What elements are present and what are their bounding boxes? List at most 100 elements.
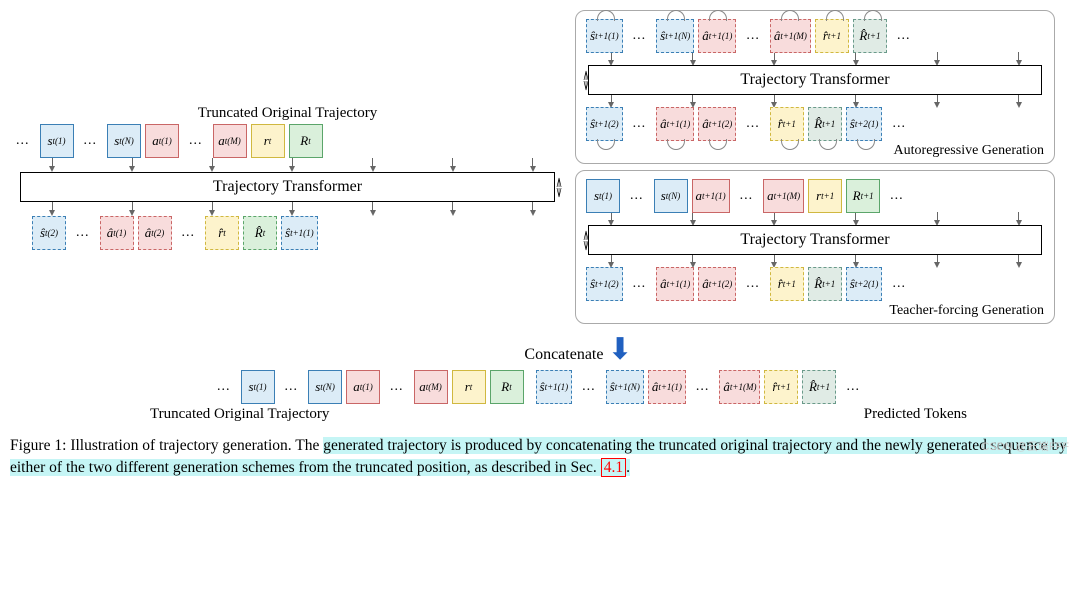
t: Rt+1 (846, 179, 880, 213)
watermark: CSDN @云端FFF (981, 438, 1069, 454)
ellipsis: ... (740, 276, 766, 292)
arrow-down-icon (289, 202, 295, 216)
t: R̂t+1 (802, 370, 836, 404)
ellipsis: ... (884, 188, 910, 204)
ellipsis: ... (886, 276, 912, 292)
arrow-down-icon (1016, 94, 1022, 108)
arrow-down-icon (853, 52, 859, 66)
arrow-down-icon (853, 254, 859, 268)
state-token: st(N) (107, 124, 141, 158)
transformer-bar: ⩚⩛ Trajectory Transformer (588, 65, 1042, 95)
ellipsis: ... (279, 379, 305, 395)
panel-label: Teacher-forcing Generation (586, 303, 1044, 319)
return-token: Rt (289, 124, 323, 158)
arrow-down-icon (530, 202, 536, 216)
ellipsis: ... (576, 379, 602, 395)
t: r̂t+1 (770, 107, 804, 141)
t: at+1(M) (763, 179, 804, 213)
arrow-down-icon (934, 212, 940, 226)
figure-caption: Figure 1: Illustration of trajectory gen… (10, 435, 1067, 480)
ellipsis: ... (384, 379, 410, 395)
predicted-label: Predicted Tokens (864, 406, 967, 423)
t: R̂t+1 (808, 107, 842, 141)
action-token-pred: ât(2) (138, 216, 172, 250)
t: Rt (490, 370, 524, 404)
loop-arrow-icon (781, 10, 799, 21)
arrow-down-icon (771, 94, 777, 108)
ellipsis: ... (690, 379, 716, 395)
arrow-down-icon (450, 202, 456, 216)
return-token-pred: R̂t (243, 216, 277, 250)
ellipsis: ... (627, 28, 653, 44)
t: at(M) (414, 370, 448, 404)
truncated-label: Truncated Original Trajectory (150, 406, 329, 423)
reward-token-pred: r̂t (205, 216, 239, 250)
arrow-down-icon (1016, 212, 1022, 226)
t: ŝt+2(1) (846, 267, 883, 301)
t: ât+1(1) (656, 107, 694, 141)
arrow-down-icon (49, 202, 55, 216)
ellipsis: ... (78, 133, 104, 149)
arrow-down-icon (690, 52, 696, 66)
t: ât+1(1) (698, 19, 736, 53)
t: r̂t+1 (764, 370, 798, 404)
action-token: at(M) (213, 124, 247, 158)
ellipsis: ... (10, 133, 36, 149)
t: ât+1(M) (719, 370, 760, 404)
arrow-down-icon (289, 158, 295, 172)
arrow-down-icon (129, 158, 135, 172)
arrow-down-icon (608, 94, 614, 108)
loop-arrow-icon (667, 10, 685, 21)
loop-arrow-icon (709, 10, 727, 21)
t: ât+1(1) (656, 267, 694, 301)
ellipsis: ... (211, 379, 237, 395)
reward-token: rt (251, 124, 285, 158)
t: rt (452, 370, 486, 404)
arrow-down-icon (608, 212, 614, 226)
t: st(1) (586, 179, 620, 213)
arrow-down-icon (370, 202, 376, 216)
transformer-bar: ⩚⩛ Trajectory Transformer (588, 225, 1042, 255)
ellipsis: ... (176, 225, 202, 241)
t: st(1) (241, 370, 275, 404)
ellipsis: ... (740, 116, 766, 132)
arrow-down-icon (49, 158, 55, 172)
t: ât+1(2) (698, 107, 736, 141)
t: ŝt+1(1) (586, 19, 623, 53)
t: R̂t+1 (853, 19, 887, 53)
arrow-down-icon (853, 94, 859, 108)
state-token-pred: ŝt+1(1) (281, 216, 318, 250)
arrow-down-icon (771, 52, 777, 66)
ellipsis: ... (891, 28, 917, 44)
t: r̂t+1 (815, 19, 849, 53)
ellipsis: ... (740, 28, 766, 44)
t: ŝt+1(N) (606, 370, 644, 404)
arrow-down-icon (690, 254, 696, 268)
ellipsis: ... (886, 116, 912, 132)
arrow-down-icon (934, 52, 940, 66)
arrow-down-icon (450, 158, 456, 172)
ellipsis: ... (627, 116, 653, 132)
arrow-down-icon (853, 212, 859, 226)
t: at+1(1) (692, 179, 730, 213)
generation-panel: ŝt+1(1)...ŝt+1(N)ât+1(1)...ât+1(M)r̂t+1R… (575, 10, 1055, 164)
t: st(N) (308, 370, 342, 404)
t: ât+1(1) (648, 370, 686, 404)
arrow-down-icon (209, 158, 215, 172)
transformer-bar: Trajectory Transformer ⩚⩛ (20, 172, 555, 202)
arrow-down-icon (771, 254, 777, 268)
arrow-down-icon (209, 202, 215, 216)
arrow-down-icon (934, 94, 940, 108)
truncated-label: Truncated Original Trajectory (10, 105, 565, 122)
arrow-down-icon (690, 212, 696, 226)
ellipsis: ... (840, 379, 866, 395)
arrow-down-icon (1016, 52, 1022, 66)
generation-panel: st(1)...st(N)at+1(1)...at+1(M)rt+1Rt+1..… (575, 170, 1055, 324)
concat-arrow-icon: ⬇ (607, 333, 632, 366)
ellipsis: ... (734, 188, 760, 204)
arrow-down-icon (690, 94, 696, 108)
t: rt+1 (808, 179, 842, 213)
t: ŝt+1(1) (536, 370, 573, 404)
ellipsis: ... (183, 133, 209, 149)
state-token-pred: ŝt(2) (32, 216, 66, 250)
